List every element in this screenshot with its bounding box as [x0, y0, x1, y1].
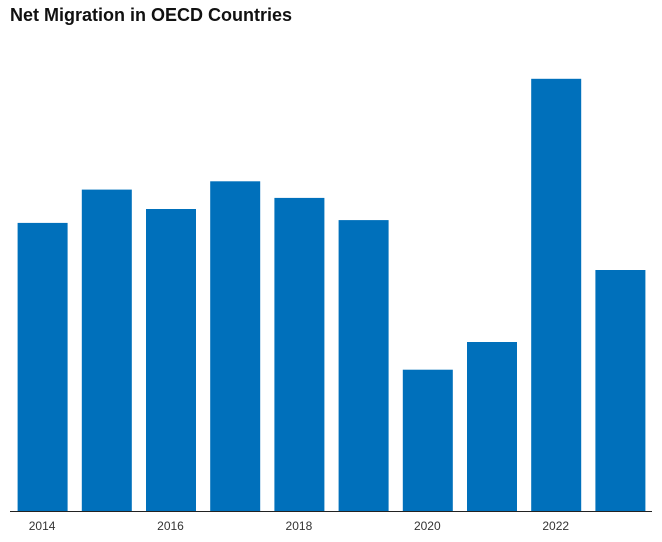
bar-2015 — [81, 189, 132, 511]
x-axis-ticks: 2014 2016 2018 2020 2022 — [29, 519, 570, 533]
bar-2018 — [274, 197, 325, 511]
bar-2014 — [17, 222, 68, 511]
bar-2022 — [531, 78, 582, 512]
bar-2020 — [402, 369, 453, 511]
x-tick-label-2018: 2018 — [286, 519, 313, 533]
bar-2019 — [338, 220, 389, 511]
x-tick-label-2016: 2016 — [157, 519, 184, 533]
x-tick-label-2014: 2014 — [29, 519, 56, 533]
x-tick-label-2022: 2022 — [542, 519, 569, 533]
bar-2021 — [467, 342, 517, 511]
x-tick-label-2020: 2020 — [414, 519, 441, 533]
chart-title: Net Migration in OECD Countries — [10, 5, 293, 25]
bar-2023 — [595, 270, 646, 511]
bars-group — [17, 78, 646, 512]
bar-2016 — [146, 209, 196, 511]
bar-2017 — [210, 181, 261, 512]
